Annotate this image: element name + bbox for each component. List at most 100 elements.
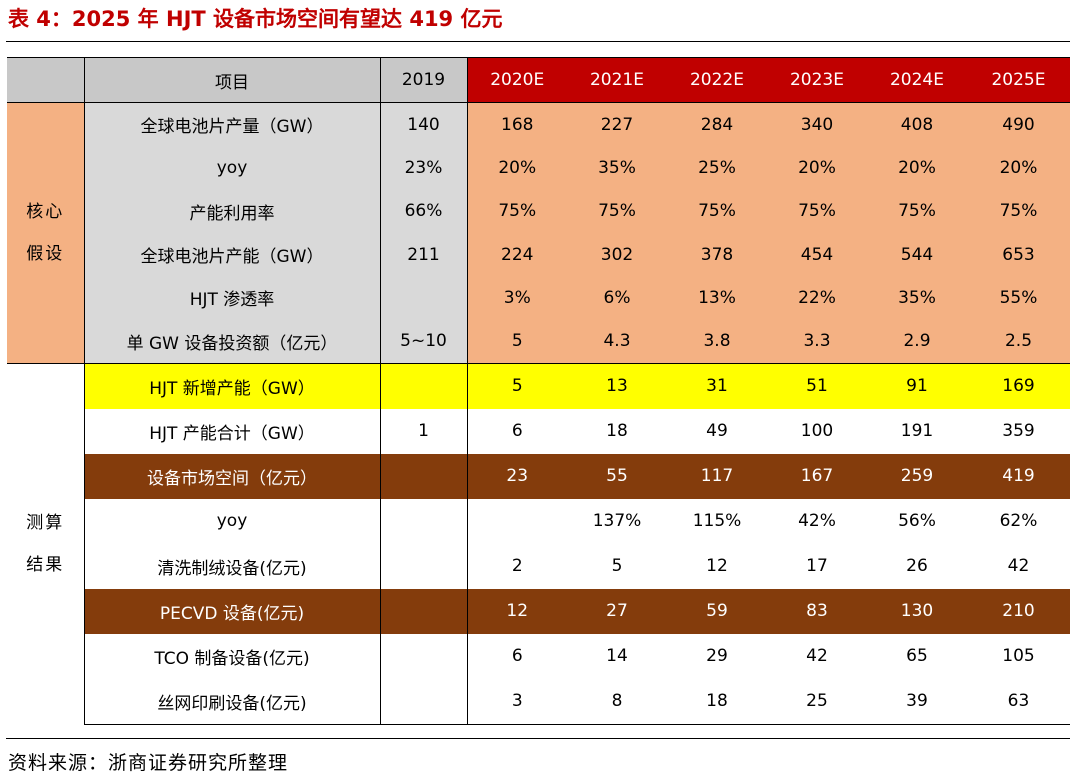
row-label: 产能利用率 xyxy=(84,189,381,233)
cell: 168 xyxy=(467,102,567,147)
cell: 13% xyxy=(667,276,767,320)
cell: 130 xyxy=(867,588,967,634)
cell: 454 xyxy=(767,232,867,277)
cell: 5 xyxy=(467,319,567,364)
cell: 408 xyxy=(867,102,967,147)
cell: 2.5 xyxy=(967,319,1070,364)
cell: 137% xyxy=(592,511,642,532)
cell: 59 xyxy=(667,588,767,634)
cell: 340 xyxy=(767,102,867,147)
cell: 56% xyxy=(898,511,936,532)
cell: 22% xyxy=(767,276,867,320)
cell: 65 xyxy=(906,646,928,667)
cell: 75% xyxy=(767,189,867,233)
table-row: PECVD 设备(亿元) 12 27 59 83 130 210 xyxy=(7,588,1070,634)
cell: 25 xyxy=(767,678,867,725)
cell: 42 xyxy=(806,646,828,667)
cell: 169 xyxy=(967,362,1070,409)
header-cell-item: 项目 xyxy=(84,57,381,103)
cell: 20% xyxy=(767,146,867,190)
cell: 55 xyxy=(567,453,667,499)
header-cell-2024e: 2024E xyxy=(867,57,967,103)
cell: 18 xyxy=(606,421,628,442)
table-row: TCO 制备设备(亿元) 6 14 29 42 65 105 xyxy=(7,633,1070,679)
cell: 210 xyxy=(967,588,1070,634)
table-row: 全球电池片产能（GW） 211 224 302 378 454 544 653 xyxy=(7,232,1070,277)
cell: 91 xyxy=(867,362,967,409)
cell: 18 xyxy=(667,678,767,725)
cell-2019: 1 xyxy=(380,408,468,454)
cell: 35% xyxy=(867,276,967,320)
cell: 3.8 xyxy=(667,319,767,364)
table-row: 产能利用率 66% 75% 75% 75% 75% 75% 75% xyxy=(7,189,1070,233)
cell: 6 xyxy=(511,646,523,667)
cell: 20% xyxy=(867,146,967,190)
cell: 42% xyxy=(798,511,836,532)
header-cell-2022e: 2022E xyxy=(667,57,767,103)
cell: 378 xyxy=(667,232,767,277)
cell: 51 xyxy=(767,362,867,409)
row-label: yoy xyxy=(84,146,381,190)
group-label-calculation-results: 测算 结果 xyxy=(7,362,85,725)
cell: 26 xyxy=(906,556,928,577)
cell: 2.9 xyxy=(867,319,967,364)
cell-2019: 66% xyxy=(380,189,468,233)
row-label: 设备市场空间（亿元） xyxy=(84,453,381,499)
row-label: 全球电池片产能（GW） xyxy=(84,232,381,277)
cell: 224 xyxy=(467,232,567,277)
cell-2019 xyxy=(380,633,468,679)
table-row: HJT 产能合计（GW） 1 6 18 49 100 191 359 xyxy=(7,408,1070,454)
cell: 23 xyxy=(467,453,567,499)
cell: 8 xyxy=(567,678,667,725)
cell: 39 xyxy=(867,678,967,725)
cell: 49 xyxy=(706,421,728,442)
cell: 3.3 xyxy=(767,319,867,364)
cell: 42 xyxy=(1007,556,1030,577)
header-cell-2021e: 2021E xyxy=(567,57,667,103)
row-label: 清洗制绒设备(亿元) xyxy=(84,543,381,589)
cell: 31 xyxy=(667,362,767,409)
table-row: HJT 渗透率 3% 6% 13% 22% 35% 55% xyxy=(7,276,1070,320)
cell: 100 xyxy=(800,421,834,442)
header-cell-2025e: 2025E xyxy=(967,57,1070,103)
table-row: 丝网印刷设备(亿元) 3 8 18 25 39 63 xyxy=(7,678,1070,725)
source-note: 资料来源：浙商证券研究所整理 xyxy=(8,752,289,774)
cell-2019 xyxy=(380,453,468,499)
cell: 75% xyxy=(467,189,567,233)
cell: 191 xyxy=(900,421,934,442)
cell: 419 xyxy=(967,453,1070,499)
cell: 115% xyxy=(692,511,742,532)
cell: 75% xyxy=(667,189,767,233)
cell-2019: 5~10 xyxy=(380,319,468,364)
cell-2019 xyxy=(380,588,468,634)
table-row: 测算 结果 HJT 新增产能（GW） 5 13 31 51 91 169 xyxy=(7,362,1070,725)
cell: 5 xyxy=(611,556,623,577)
cell: 302 xyxy=(567,232,667,277)
source-divider xyxy=(6,738,1070,739)
cell: 20% xyxy=(967,146,1070,190)
cell xyxy=(467,499,567,544)
cell: 4.3 xyxy=(567,319,667,364)
header-cell-2020e: 2020E xyxy=(467,57,567,103)
cell: 63 xyxy=(967,678,1070,725)
row-label: HJT 新增产能（GW） xyxy=(84,362,381,409)
header-cell-2019: 2019 xyxy=(380,57,468,103)
cell: 2 xyxy=(511,556,523,577)
row-label: TCO 制备设备(亿元) xyxy=(84,633,381,679)
cell-2019: 23% xyxy=(380,146,468,190)
cell-2019 xyxy=(380,276,468,320)
cell: 75% xyxy=(567,189,667,233)
cell: 17 xyxy=(806,556,828,577)
cell: 490 xyxy=(967,102,1070,147)
table-row: yoy 137% 115% 42% 56% 62% xyxy=(7,498,1070,544)
cell: 35% xyxy=(567,146,667,190)
table-row: 核心 假设 全球电池片产量（GW） 140 168 227 284 340 40… xyxy=(7,102,1070,364)
cell: 12 xyxy=(706,556,728,577)
table-row: 设备市场空间（亿元） 23 55 117 167 259 419 xyxy=(7,453,1070,499)
cell-2019 xyxy=(380,498,468,544)
cell: 75% xyxy=(967,189,1070,233)
cell: 14 xyxy=(606,646,628,667)
cell: 544 xyxy=(867,232,967,277)
row-label: PECVD 设备(亿元) xyxy=(84,588,381,634)
cell-2019 xyxy=(380,543,468,589)
